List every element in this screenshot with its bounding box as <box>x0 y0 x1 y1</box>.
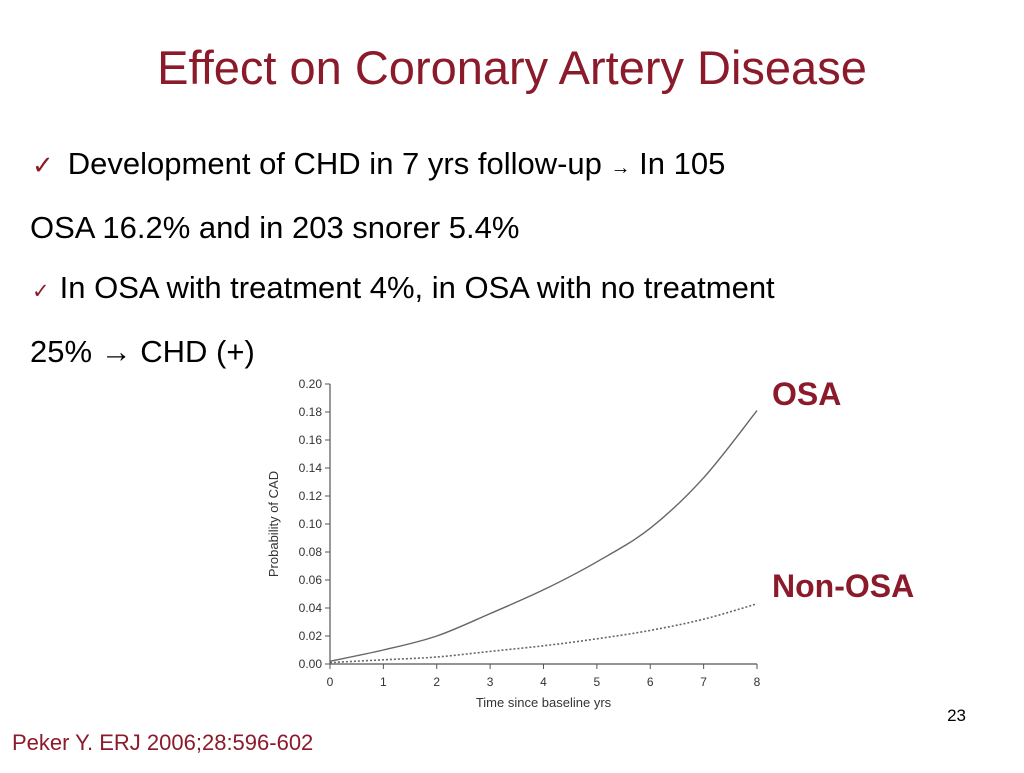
x-tick-label: 2 <box>433 675 440 689</box>
bullet-list: ✓ Development of CHD in 7 yrs follow-up →… <box>30 134 1010 382</box>
x-tick-label: 1 <box>380 675 387 689</box>
bullet-2-line-1: ✓ In OSA with treatment 4%, in OSA with n… <box>30 258 1010 322</box>
bullet-1-line-2: OSA 16.2% and in 203 snorer 5.4% <box>30 210 520 245</box>
y-tick-label: 0.16 <box>299 433 323 447</box>
y-tick-label: 0.12 <box>299 489 323 503</box>
y-tick-label: 0.20 <box>299 377 323 391</box>
bullet-2-line-2: 25% → CHD (+) <box>30 334 255 369</box>
citation: Peker Y. ERJ 2006;28:596-602 <box>12 730 314 755</box>
y-axis-label: Probability of CAD <box>266 471 281 577</box>
checkmark-icon: ✓ <box>32 150 54 180</box>
y-tick-label: 0.00 <box>299 657 323 671</box>
slide-title: Effect on Coronary Artery Disease <box>157 41 867 94</box>
x-tick-label: 8 <box>754 675 761 689</box>
bullet-2-text: In OSA with treatment 4%, in OSA with no… <box>59 270 775 305</box>
series-line-osa <box>329 410 758 662</box>
bullet-1-text-b: In 105 <box>639 146 726 181</box>
arrow-icon: → <box>610 157 631 179</box>
y-tick-label: 0.06 <box>299 573 323 587</box>
checkmark-icon: ✓ <box>32 280 50 303</box>
series-line-non-osa <box>329 603 758 664</box>
y-tick-label: 0.10 <box>299 517 323 531</box>
x-tick-label: 7 <box>700 675 707 689</box>
series-label-osa: OSA <box>772 376 842 412</box>
x-tick-label: 4 <box>540 675 547 689</box>
x-tick-label: 0 <box>327 675 334 689</box>
y-tick-label: 0.04 <box>299 601 323 615</box>
y-tick-label: 0.08 <box>299 545 323 559</box>
x-tick-label: 3 <box>487 675 494 689</box>
y-tick-label: 0.02 <box>299 629 323 643</box>
x-tick-label: 6 <box>647 675 654 689</box>
x-axis-label: Time since baseline yrs <box>476 695 612 710</box>
x-tick-label: 5 <box>594 675 601 689</box>
y-tick-label: 0.18 <box>299 405 323 419</box>
bullet-1-line-1: ✓ Development of CHD in 7 yrs follow-up →… <box>30 134 1010 198</box>
y-tick-label: 0.14 <box>299 461 323 475</box>
page-number: 23 <box>947 706 966 725</box>
series-label-non-osa: Non-OSA <box>772 568 915 604</box>
bullet-1-text-a: Development of CHD in 7 yrs follow-up <box>67 146 602 181</box>
